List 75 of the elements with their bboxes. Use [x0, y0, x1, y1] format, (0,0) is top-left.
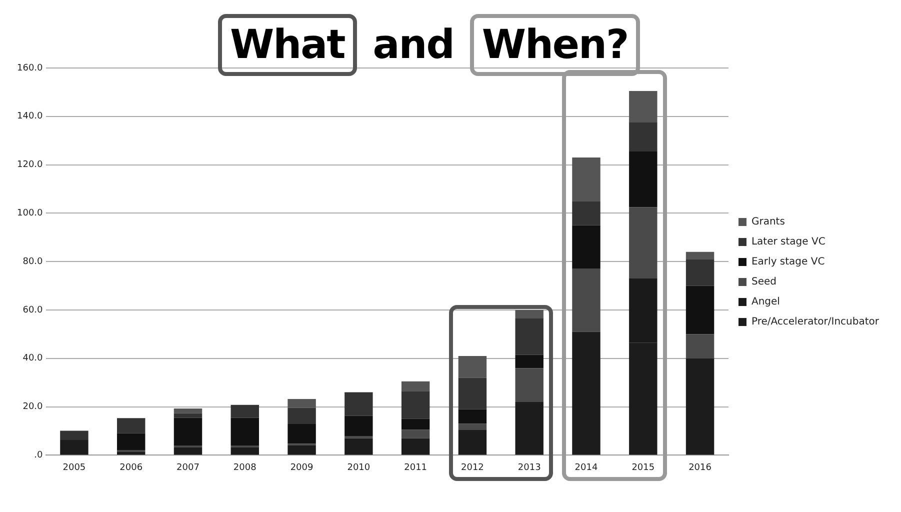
- y-tick-label: 20.0: [22, 402, 44, 412]
- bar: [401, 438, 430, 455]
- bar: [174, 413, 202, 418]
- bar: [174, 447, 202, 455]
- bar: [344, 392, 373, 416]
- bar: [572, 268, 600, 332]
- bar: [572, 201, 600, 226]
- bar: [344, 438, 373, 455]
- bar: [288, 408, 316, 424]
- x-tick-label: 2015: [632, 462, 655, 473]
- x-tick-label: 2012: [461, 462, 484, 473]
- bar: [572, 158, 600, 202]
- bar: [686, 358, 714, 455]
- bar: [686, 259, 714, 286]
- y-tick-label: 140.0: [17, 112, 44, 122]
- bar: [116, 418, 146, 434]
- bar: [515, 318, 544, 355]
- legend-label: Later stage VC: [751, 236, 826, 248]
- bar: [458, 356, 487, 378]
- bar: [515, 368, 544, 402]
- bar: [629, 207, 658, 279]
- legend-label: Pre/Accelerator/Incubator: [751, 316, 880, 328]
- bar: [401, 430, 430, 438]
- bar: [458, 424, 487, 430]
- legend-label: Early stage VC: [751, 256, 825, 268]
- legend-label: Grants: [751, 216, 785, 228]
- bar: [515, 402, 544, 455]
- x-tick-label: 2016: [688, 462, 712, 473]
- y-tick-label: 120.0: [17, 160, 44, 170]
- bar: [60, 440, 88, 455]
- y-tick-label: 60.0: [22, 305, 44, 316]
- y-tick-label: 100.0: [17, 208, 44, 219]
- bar: [572, 225, 600, 269]
- bar: [288, 446, 316, 455]
- bar: [288, 399, 316, 408]
- bar: [515, 354, 544, 368]
- bar: [629, 90, 658, 122]
- x-tick-label: 2011: [404, 462, 428, 473]
- bar: [401, 381, 430, 392]
- x-tick-label: 2013: [518, 462, 541, 473]
- x-tick-label: 2007: [176, 462, 200, 473]
- y-tick-label: 40.0: [22, 354, 44, 364]
- bar: [230, 418, 259, 446]
- y-tick-label: 160.0: [17, 63, 44, 74]
- bar: [686, 252, 714, 260]
- legend-label: Angel: [751, 296, 780, 308]
- bar: [344, 416, 373, 436]
- bar: [174, 418, 202, 446]
- bar: [572, 332, 600, 455]
- chart-title: What and When?: [229, 21, 630, 70]
- x-tick-label: 2010: [347, 462, 370, 473]
- x-tick-label: 2014: [574, 462, 598, 473]
- bar: [515, 310, 544, 318]
- x-tick-label: 2009: [290, 462, 314, 473]
- bar: [230, 447, 259, 455]
- bar: [116, 433, 146, 450]
- x-tick-label: 2008: [233, 462, 257, 473]
- bar: [230, 404, 259, 418]
- bar: [458, 430, 487, 455]
- bar: [458, 409, 487, 424]
- bar: [288, 424, 316, 444]
- x-tick-label: 2005: [62, 462, 86, 473]
- bar: [174, 408, 202, 414]
- bar: [401, 391, 430, 419]
- bar: [458, 378, 487, 410]
- bar: [401, 418, 430, 430]
- bar: [629, 151, 658, 208]
- bar: [629, 122, 658, 152]
- x-tick-label: 2006: [120, 462, 143, 473]
- bar: [686, 286, 714, 334]
- y-tick-label: 80.0: [22, 256, 44, 267]
- legend-label: Seed: [751, 276, 776, 288]
- bar: [60, 430, 88, 440]
- y-tick-label: .0: [34, 450, 44, 461]
- bar: [686, 334, 714, 358]
